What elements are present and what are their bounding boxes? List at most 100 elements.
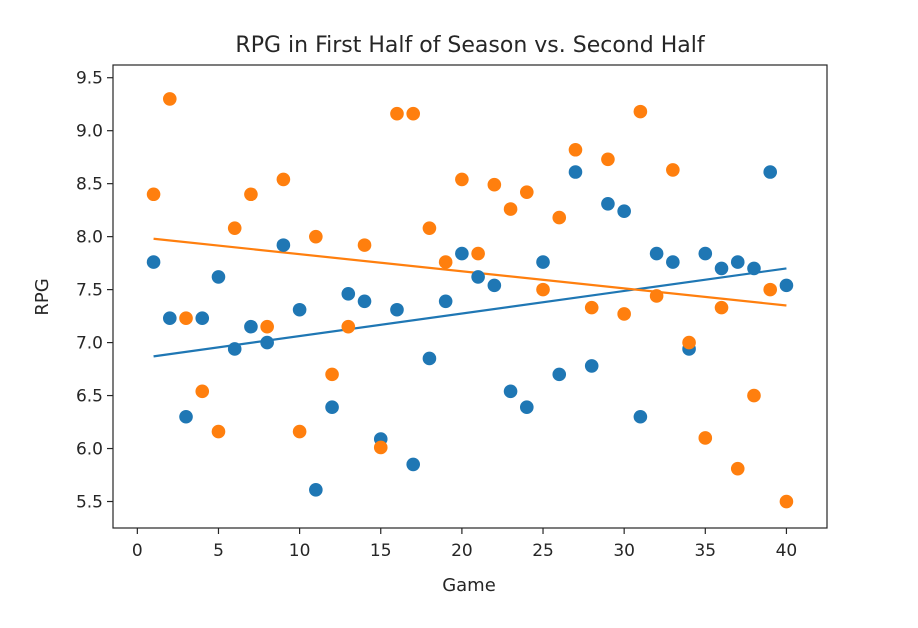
data-point-series-2 bbox=[779, 494, 794, 509]
data-point-series-2 bbox=[162, 92, 177, 106]
data-point-series-2 bbox=[211, 424, 226, 439]
x-tick-label: 35 bbox=[694, 541, 716, 561]
y-tick-label: 7.5 bbox=[76, 281, 103, 301]
x-tick-label: 20 bbox=[451, 541, 473, 561]
data-point-series-1 bbox=[146, 255, 161, 269]
data-point-series-1 bbox=[260, 335, 274, 350]
data-point-series-1 bbox=[309, 483, 323, 497]
data-point-series-2 bbox=[146, 187, 161, 202]
data-point-series-1 bbox=[325, 400, 339, 415]
y-tick-label: 8.0 bbox=[76, 228, 103, 248]
data-point-series-2 bbox=[406, 106, 421, 121]
data-point-series-2 bbox=[698, 431, 713, 445]
data-point-series-1 bbox=[714, 261, 729, 276]
data-point-series-1 bbox=[487, 278, 502, 293]
data-point-series-1 bbox=[536, 255, 550, 269]
data-point-series-2 bbox=[714, 300, 729, 315]
data-point-series-1 bbox=[763, 165, 778, 179]
x-tick-label: 40 bbox=[776, 541, 798, 561]
plot-frame bbox=[112, 64, 828, 529]
data-point-series-2 bbox=[747, 388, 761, 403]
data-point-series-1 bbox=[438, 294, 453, 309]
data-point-series-2 bbox=[649, 289, 664, 303]
data-point-series-1 bbox=[292, 302, 307, 317]
data-point-series-2 bbox=[227, 221, 242, 235]
data-point-series-1 bbox=[390, 302, 404, 317]
data-point-series-1 bbox=[552, 367, 567, 382]
data-point-series-2 bbox=[325, 367, 339, 382]
y-axis-title: RPG bbox=[32, 278, 53, 315]
data-point-series-1 bbox=[244, 319, 258, 334]
data-point-series-1 bbox=[698, 246, 713, 261]
data-point-series-2 bbox=[276, 172, 291, 187]
data-point-series-1 bbox=[601, 196, 615, 211]
data-point-series-2 bbox=[195, 384, 210, 399]
data-point-series-2 bbox=[292, 424, 307, 439]
trend-line-series-1 bbox=[153, 267, 787, 358]
chart-title: RPG in First Half of Season vs. Second H… bbox=[235, 33, 705, 58]
y-tick-label: 9.5 bbox=[76, 69, 103, 89]
data-point-series-1 bbox=[617, 204, 631, 219]
data-point-series-1 bbox=[519, 400, 534, 415]
data-point-series-1 bbox=[341, 287, 356, 301]
y-axis-ticks: 5.5 6.0 6.5 7.0 7.5 8.0 8.5 9.0 9.5 bbox=[76, 69, 113, 513]
data-point-series-2 bbox=[471, 246, 485, 261]
data-point-series-1 bbox=[730, 255, 745, 269]
data-point-series-2 bbox=[584, 300, 599, 315]
data-point-series-2 bbox=[390, 106, 404, 121]
data-point-series-1 bbox=[649, 246, 664, 261]
data-point-series-2 bbox=[730, 461, 745, 476]
data-point-series-2 bbox=[422, 221, 437, 235]
data-point-series-1 bbox=[276, 238, 291, 252]
data-point-series-2 bbox=[487, 177, 502, 192]
data-point-series-2 bbox=[260, 319, 274, 334]
data-point-series-1 bbox=[195, 311, 210, 326]
data-point-series-1 bbox=[422, 351, 437, 366]
data-point-series-1 bbox=[179, 409, 193, 424]
data-point-series-2 bbox=[357, 238, 372, 252]
data-point-series-1 bbox=[779, 278, 794, 293]
data-point-series-1 bbox=[162, 311, 177, 326]
x-tick-label: 5 bbox=[213, 541, 224, 561]
y-tick-label: 6.0 bbox=[76, 440, 103, 460]
data-point-series-2 bbox=[617, 307, 631, 321]
x-tick-label: 15 bbox=[370, 541, 392, 561]
data-point-series-2 bbox=[519, 185, 534, 199]
data-point-series-2 bbox=[309, 229, 323, 244]
data-point-series-1 bbox=[568, 165, 583, 179]
data-point-series-1 bbox=[227, 342, 242, 356]
trend-lines bbox=[153, 237, 787, 358]
data-point-series-2 bbox=[503, 202, 518, 216]
data-point-series-1 bbox=[666, 255, 680, 269]
plot-area bbox=[146, 92, 794, 509]
data-point-series-2 bbox=[568, 142, 583, 157]
data-point-series-1 bbox=[503, 384, 518, 399]
data-point-series-2 bbox=[244, 187, 258, 202]
data-point-series-2 bbox=[552, 210, 567, 225]
data-point-series-1 bbox=[584, 359, 599, 373]
data-point-series-2 bbox=[763, 282, 778, 297]
data-point-series-2 bbox=[341, 319, 356, 334]
data-point-series-2 bbox=[601, 152, 615, 167]
data-point-series-2 bbox=[373, 440, 388, 455]
y-tick-label: 9.0 bbox=[76, 122, 103, 142]
y-tick-label: 7.0 bbox=[76, 334, 103, 354]
x-tick-label: 30 bbox=[613, 541, 635, 561]
data-point-series-2 bbox=[682, 335, 696, 350]
data-point-series-2 bbox=[438, 255, 453, 269]
x-axis-ticks: 0 5 10 15 20 25 30 35 40 bbox=[132, 528, 797, 561]
x-axis-title: Game bbox=[442, 575, 496, 596]
x-tick-label: 10 bbox=[289, 541, 311, 561]
data-point-series-2 bbox=[455, 172, 469, 187]
data-point-series-1 bbox=[211, 270, 226, 284]
x-tick-label: 0 bbox=[132, 541, 143, 561]
y-tick-label: 8.5 bbox=[76, 175, 103, 195]
data-point-series-2 bbox=[179, 311, 193, 326]
y-tick-label: 5.5 bbox=[76, 493, 103, 513]
data-point-series-1 bbox=[455, 246, 469, 261]
x-tick-label: 25 bbox=[532, 541, 554, 561]
data-point-series-2 bbox=[666, 163, 680, 177]
data-points bbox=[146, 92, 794, 509]
data-point-series-2 bbox=[633, 104, 648, 119]
